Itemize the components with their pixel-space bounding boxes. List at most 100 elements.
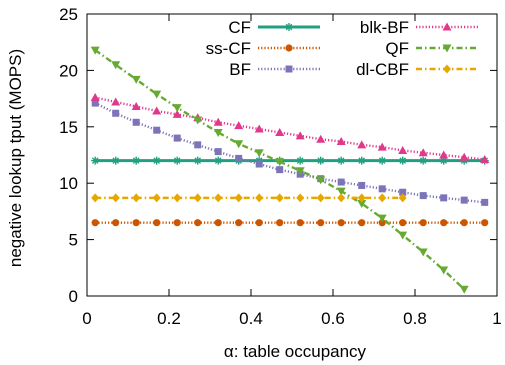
point-cf bbox=[91, 156, 100, 165]
point-ss-cf bbox=[399, 219, 407, 227]
point-ss-cf bbox=[296, 219, 304, 227]
point-dl-cbf bbox=[275, 193, 284, 203]
point-ss-cf bbox=[194, 219, 202, 227]
point-ss-cf bbox=[440, 219, 448, 227]
plot-frame bbox=[86, 13, 498, 297]
y-tick-label: 0 bbox=[69, 287, 78, 306]
legend-marker-ss-cf bbox=[285, 44, 293, 52]
point-bf bbox=[378, 185, 386, 193]
point-bf bbox=[337, 178, 345, 186]
y-axis-title: negative lookup tput (MOPS) bbox=[6, 49, 25, 267]
point-bf bbox=[399, 188, 407, 196]
point-qf bbox=[90, 46, 100, 55]
legend-marker-cf bbox=[285, 23, 293, 31]
point-qf bbox=[398, 231, 408, 240]
point-qf bbox=[193, 116, 203, 125]
x-tick-label: 1 bbox=[492, 309, 501, 328]
point-cf bbox=[398, 156, 407, 165]
point-cf bbox=[378, 156, 387, 165]
point-dl-cbf bbox=[173, 193, 182, 203]
point-blk-bf bbox=[111, 97, 121, 106]
legend-marker-qf bbox=[442, 44, 452, 53]
point-blk-bf bbox=[418, 148, 428, 157]
point-dl-cbf bbox=[398, 193, 407, 203]
point-cf bbox=[419, 156, 428, 165]
point-blk-bf bbox=[336, 136, 346, 145]
point-ss-cf bbox=[317, 219, 325, 227]
point-dl-cbf bbox=[152, 193, 161, 203]
point-dl-cbf bbox=[91, 193, 100, 203]
point-ss-cf bbox=[173, 219, 181, 227]
point-ss-cf bbox=[419, 219, 427, 227]
point-qf bbox=[254, 149, 264, 158]
point-blk-bf bbox=[213, 117, 223, 126]
point-dl-cbf bbox=[132, 193, 141, 203]
point-bf bbox=[276, 166, 284, 174]
point-ss-cf bbox=[358, 219, 366, 227]
point-cf bbox=[111, 156, 120, 165]
point-bf bbox=[235, 154, 243, 162]
x-tick-label: 0.2 bbox=[157, 309, 181, 328]
x-tick-label: 0.6 bbox=[321, 309, 345, 328]
point-blk-bf bbox=[357, 140, 367, 149]
point-bf bbox=[460, 196, 468, 204]
legend-label-bf: BF bbox=[229, 60, 251, 79]
y-tick-label: 15 bbox=[59, 118, 78, 137]
point-qf bbox=[295, 167, 305, 176]
point-blk-bf bbox=[459, 152, 469, 161]
point-cf bbox=[152, 156, 161, 165]
point-bf bbox=[132, 118, 140, 126]
point-dl-cbf bbox=[337, 193, 346, 203]
point-blk-bf bbox=[131, 101, 141, 110]
point-bf bbox=[255, 160, 263, 168]
x-tick-label: 0.8 bbox=[403, 309, 427, 328]
legend-label-cf: CF bbox=[228, 18, 251, 37]
point-qf bbox=[152, 90, 162, 99]
point-qf bbox=[111, 61, 121, 70]
point-ss-cf bbox=[214, 219, 222, 227]
point-qf bbox=[459, 285, 469, 294]
point-ss-cf bbox=[378, 219, 386, 227]
point-blk-bf bbox=[377, 142, 387, 151]
point-blk-bf bbox=[398, 145, 408, 154]
point-bf bbox=[440, 194, 448, 202]
point-cf bbox=[132, 156, 141, 165]
point-qf bbox=[275, 158, 285, 167]
point-qf bbox=[234, 140, 244, 149]
point-qf bbox=[418, 248, 428, 257]
point-qf bbox=[213, 128, 223, 137]
x-axis-title: α: table occupancy bbox=[224, 342, 367, 361]
point-bf bbox=[91, 99, 99, 107]
x-tick-label: 0 bbox=[82, 309, 91, 328]
point-ss-cf bbox=[481, 219, 489, 227]
series-line-bf bbox=[94, 102, 485, 204]
point-cf bbox=[296, 156, 305, 165]
point-bf bbox=[194, 141, 202, 149]
point-blk-bf bbox=[152, 106, 162, 115]
point-dl-cbf bbox=[193, 193, 202, 203]
legend-label-blk-bf: blk-BF bbox=[360, 18, 409, 37]
point-cf bbox=[316, 156, 325, 165]
legend-label-dl-cbf: dl-CBF bbox=[356, 60, 409, 79]
point-dl-cbf bbox=[214, 193, 223, 203]
legend-marker-blk-bf bbox=[442, 22, 452, 31]
point-qf bbox=[131, 75, 141, 84]
point-cf bbox=[193, 156, 202, 165]
point-qf bbox=[316, 176, 326, 185]
x-tick-label: 0.4 bbox=[239, 309, 263, 328]
y-tick-label: 5 bbox=[69, 231, 78, 250]
point-qf bbox=[336, 187, 346, 196]
point-cf bbox=[337, 156, 346, 165]
plot-layer bbox=[90, 46, 490, 294]
point-qf bbox=[357, 200, 367, 209]
axis-layer: 0 5 10 15 20 25 0 0.2 0.4 0.6 0.8 1 bbox=[59, 5, 502, 328]
point-ss-cf bbox=[235, 219, 243, 227]
point-blk-bf bbox=[172, 109, 182, 118]
point-blk-bf bbox=[90, 92, 100, 101]
y-tick-label: 10 bbox=[59, 174, 78, 193]
point-blk-bf bbox=[295, 131, 305, 140]
point-blk-bf bbox=[275, 127, 285, 136]
point-dl-cbf bbox=[234, 193, 243, 203]
point-blk-bf bbox=[316, 134, 326, 143]
